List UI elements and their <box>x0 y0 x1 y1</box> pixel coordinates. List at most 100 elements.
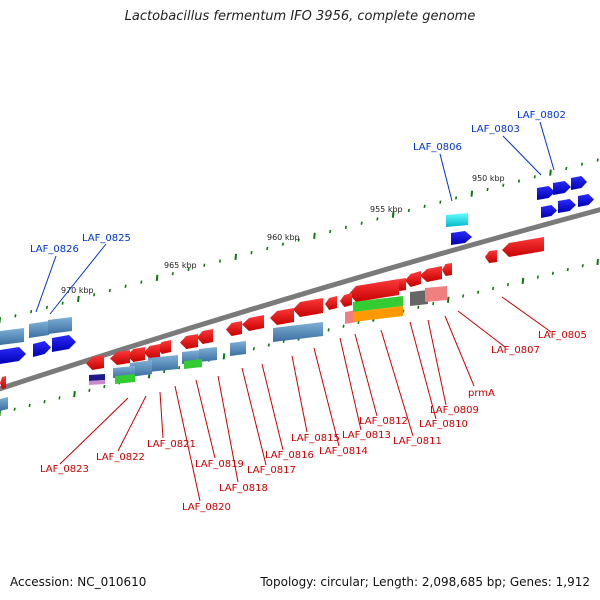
tick-mark <box>252 347 255 351</box>
tick-mark <box>344 225 347 230</box>
gene-label-laf-0811[interactable]: LAF_0811 <box>393 436 442 447</box>
leader-line <box>59 397 129 465</box>
tick-mark <box>124 284 127 288</box>
map-title: Lactobacillus fermentum IFO 3956, comple… <box>124 9 476 24</box>
feature-block <box>130 360 152 377</box>
tick-mark <box>267 343 270 347</box>
tick-mark <box>521 277 525 284</box>
gene-label-laf-0821[interactable]: LAF_0821 <box>147 439 196 450</box>
gene-label-laf-0806[interactable]: LAF_0806 <box>413 142 462 153</box>
gene-arrow <box>0 376 6 389</box>
leader-line <box>444 315 475 387</box>
tick-mark <box>234 253 238 260</box>
gene-arrow <box>293 298 323 317</box>
gene-arrow <box>340 293 352 307</box>
gene-label-laf-0818[interactable]: LAF_0818 <box>219 483 268 494</box>
tick-mark <box>407 208 410 213</box>
tick-mark <box>566 267 569 272</box>
scale-label-965: 965 kbp <box>164 261 197 270</box>
gene-arrow <box>180 334 198 349</box>
tick-mark <box>502 183 505 187</box>
feature-block <box>410 290 428 306</box>
tick-mark <box>596 158 599 162</box>
gene-label-laf-0822[interactable]: LAF_0822 <box>96 452 145 463</box>
leader-line <box>195 379 216 459</box>
gene-label-prma[interactable]: prmA <box>468 388 495 399</box>
gene-label-laf-0810[interactable]: LAF_0810 <box>419 419 468 430</box>
gene-label-laf-0805[interactable]: LAF_0805 <box>538 330 587 341</box>
gene-label-laf-0812[interactable]: LAF_0812 <box>359 416 408 427</box>
tick-mark <box>178 366 181 370</box>
tick-mark <box>506 282 510 287</box>
tick-mark <box>88 388 91 393</box>
gene-label-laf-0826[interactable]: LAF_0826 <box>30 244 79 255</box>
gene-arrow <box>349 279 399 302</box>
gene-arrow <box>451 231 472 245</box>
tick-mark <box>470 190 474 197</box>
tick-mark <box>581 264 584 268</box>
scale-label-955: 955 kbp <box>370 205 403 214</box>
leader-line <box>117 395 147 452</box>
gene-arrow <box>571 176 587 190</box>
scale-label-950: 950 kbp <box>472 174 505 183</box>
gene-label-laf-0803[interactable]: LAF_0803 <box>471 124 520 135</box>
accession-text: Accession: NC_010610 <box>10 575 147 589</box>
tick-mark <box>402 309 405 313</box>
gene-arrow <box>485 250 497 263</box>
tick-mark <box>250 250 253 255</box>
gene-arrow <box>553 181 571 195</box>
feature-block <box>0 328 24 345</box>
gene-arrow <box>420 266 442 282</box>
feature-block <box>48 317 72 334</box>
gene-arrow <box>502 237 544 257</box>
tick-mark <box>491 286 495 291</box>
tick-mark <box>171 272 174 276</box>
gene-label-laf-0802[interactable]: LAF_0802 <box>517 110 566 121</box>
leader-line <box>35 255 57 313</box>
gene-label-laf-0809[interactable]: LAF_0809 <box>430 405 479 416</box>
genome-backbone <box>0 207 600 392</box>
gene-arrow <box>33 341 51 357</box>
gene-label-laf-0815[interactable]: LAF_0815 <box>291 433 340 444</box>
gene-arrow <box>52 335 76 352</box>
gene-label-laf-0814[interactable]: LAF_0814 <box>319 446 368 457</box>
feature-block <box>353 296 403 312</box>
tick-mark <box>486 187 489 192</box>
gene-arrow <box>127 347 145 362</box>
tick-mark <box>439 200 442 204</box>
feature-block <box>353 306 403 322</box>
scale-label-960: 960 kbp <box>267 233 300 242</box>
leader-line <box>217 375 239 483</box>
gene-arrow <box>242 315 264 331</box>
tick-mark <box>155 274 159 281</box>
tick-mark <box>454 196 458 200</box>
tick-mark <box>432 301 435 306</box>
tick-mark <box>163 369 166 374</box>
tick-mark <box>533 175 536 179</box>
gene-arrow <box>442 263 452 276</box>
tick-mark <box>14 314 17 318</box>
gene-arrow <box>325 296 337 310</box>
gene-label-laf-0819[interactable]: LAF_0819 <box>195 459 244 470</box>
gene-arrow <box>537 186 555 200</box>
gene-arrow <box>405 271 421 287</box>
gene-label-laf-0817[interactable]: LAF_0817 <box>247 465 296 476</box>
gene-label-laf-0807[interactable]: LAF_0807 <box>491 345 540 356</box>
gene-label-laf-0813[interactable]: LAF_0813 <box>342 430 391 441</box>
tick-mark <box>266 246 269 251</box>
gene-label-laf-0823[interactable]: LAF_0823 <box>40 464 89 475</box>
gene-label-laf-0816[interactable]: LAF_0816 <box>265 450 314 461</box>
leader-line <box>174 385 201 502</box>
gene-glyphs <box>0 176 594 411</box>
tick-mark <box>376 217 379 221</box>
gene-arrow <box>86 355 104 370</box>
gene-label-laf-0825[interactable]: LAF_0825 <box>82 233 131 244</box>
tick-mark <box>549 169 552 176</box>
tick-mark <box>140 280 143 284</box>
feature-block <box>148 355 178 372</box>
tick-mark <box>58 396 61 400</box>
feature-block <box>425 286 447 302</box>
feature-block <box>89 374 105 381</box>
gene-label-laf-0820[interactable]: LAF_0820 <box>182 502 231 513</box>
tick-mark <box>565 166 568 171</box>
